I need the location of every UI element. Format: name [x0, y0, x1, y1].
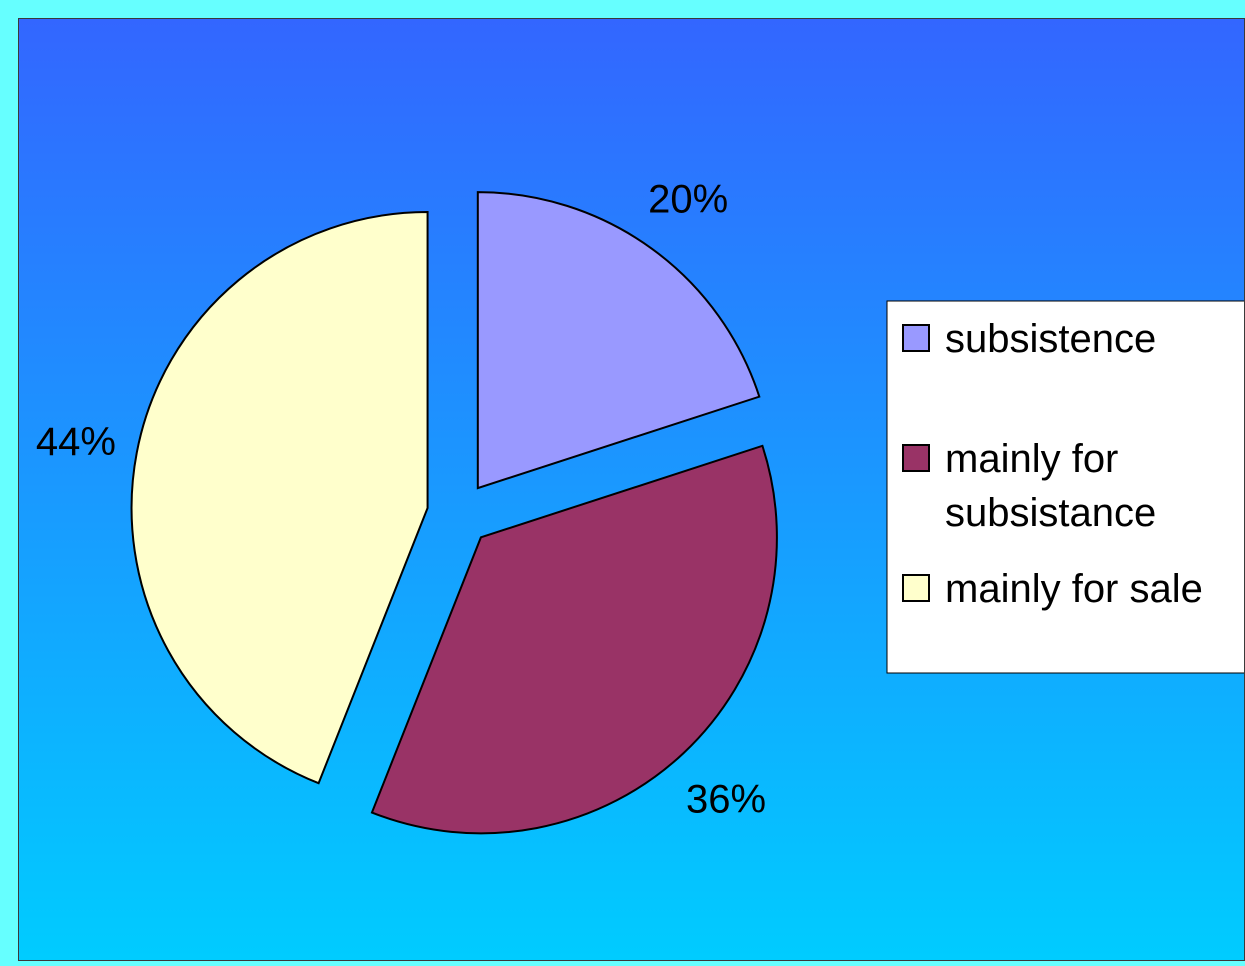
- pie-slice-mainly-for-sale: [130, 210, 429, 785]
- data-label-mainly-for-subsistance: 36%: [686, 777, 766, 821]
- legend: subsistence mainly for subsistance mainly f…: [886, 300, 1244, 674]
- pie-slices: [130, 191, 778, 835]
- data-label-subsistence: 20%: [648, 178, 728, 222]
- data-label-mainly-for-sale: 44%: [36, 420, 116, 464]
- legend-label: mainly for: [945, 437, 1118, 481]
- pie-chart: 20% 36% 44% subsistence mainly for subsistan…: [19, 19, 1244, 960]
- legend-swatch: [902, 444, 930, 472]
- pie-slice-mainly-for-subsistance: [370, 444, 778, 835]
- pie-data-labels: 20% 36% 44%: [36, 178, 766, 822]
- legend-label: mainly for sale: [945, 567, 1203, 611]
- legend-box: [886, 300, 1244, 674]
- legend-label: subsistance: [945, 491, 1156, 535]
- legend-swatch: [902, 324, 930, 352]
- legend-label: subsistence: [945, 317, 1156, 361]
- pie-slice-subsistence: [476, 191, 761, 490]
- legend-swatch: [902, 574, 930, 602]
- chart-plot-area: 20% 36% 44% subsistence mainly for subsistan…: [18, 18, 1245, 961]
